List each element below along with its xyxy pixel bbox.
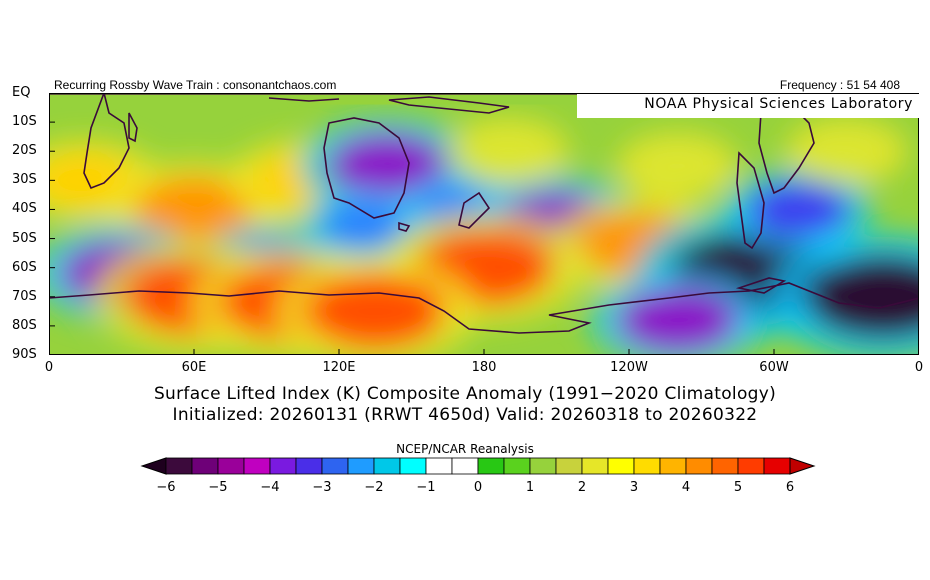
colorbar-swatch — [555, 457, 583, 475]
colorbar-label: 1 — [525, 480, 535, 495]
colorbar-swatch — [659, 457, 687, 475]
colorbar-label: −3 — [312, 480, 332, 495]
colorbar-swatch — [529, 457, 557, 475]
colorbar-swatch — [191, 457, 219, 475]
header-left-text: Recurring Rossby Wave Train : consonantc… — [54, 78, 337, 92]
colorbar-label: −2 — [364, 480, 384, 495]
colorbar-swatch — [763, 457, 791, 475]
colorbar-swatch — [373, 457, 401, 475]
header-frequency-text: Frequency : 51 54 408 — [779, 78, 900, 92]
lon-label: 120W — [610, 360, 648, 375]
lon-label: 0 — [44, 360, 54, 375]
colorbar-swatch — [477, 457, 505, 475]
anomaly-blob — [617, 287, 738, 353]
anomaly-blob — [804, 254, 919, 339]
colorbar-swatch — [295, 457, 323, 475]
lat-label: EQ — [12, 85, 31, 100]
colorbar-label: 4 — [681, 480, 691, 495]
map-subtitle: Initialized: 20260131 (RRWT 4650d) Valid… — [172, 405, 758, 425]
colorbar-swatch — [581, 457, 609, 475]
colorbar-label: −1 — [416, 480, 436, 495]
anomaly-blob — [804, 128, 889, 174]
colorbar-label: 3 — [629, 480, 639, 495]
anomaly-field — [49, 117, 919, 355]
colorbar-label: 6 — [785, 480, 795, 495]
colorbar-swatch — [451, 457, 479, 475]
noaa-lab-label: NOAA Physical Sciences Laboratory — [644, 96, 913, 112]
colorbar-title: NCEP/NCAR Reanalysis — [396, 442, 534, 456]
colorbar-swatch — [711, 457, 739, 475]
map-title: Surface Lifted Index (K) Composite Anoma… — [153, 384, 777, 404]
anomaly-map — [49, 93, 919, 355]
anomaly-blob — [327, 133, 448, 198]
lon-label: 120E — [322, 360, 356, 375]
colorbar-swatch — [503, 457, 531, 475]
colorbar-label: 0 — [473, 480, 483, 495]
lat-label: 50S — [12, 230, 37, 246]
lon-label: 0 — [914, 360, 924, 375]
colorbar — [140, 457, 816, 475]
colorbar-label: −4 — [260, 480, 280, 495]
colorbar-over-arrow — [789, 457, 816, 475]
lat-label: 70S — [12, 288, 37, 304]
anomaly-blob — [321, 201, 405, 247]
anomaly-blob — [134, 177, 254, 242]
colorbar-swatch — [347, 457, 375, 475]
lat-label: 40S — [12, 201, 37, 217]
lat-label: 90S — [12, 347, 37, 362]
colorbar-label: −6 — [156, 480, 176, 495]
colorbar-swatch — [685, 457, 713, 475]
colorbar-swatch — [243, 457, 271, 475]
lon-label: 180 — [471, 360, 497, 375]
colorbar-swatch — [399, 457, 427, 475]
colorbar-label: 2 — [577, 480, 587, 495]
anomaly-blob — [635, 143, 719, 189]
anomaly-blob — [747, 182, 849, 237]
colorbar-swatch — [269, 457, 297, 475]
lat-label: 30S — [12, 172, 37, 188]
colorbar-swatch — [217, 457, 245, 475]
colorbar-swatch — [607, 457, 635, 475]
colorbar-swatch — [425, 457, 453, 475]
noaa-lab-banner: NOAA Physical Sciences Laboratory — [577, 94, 919, 118]
colorbar-under-arrow — [140, 457, 167, 475]
colorbar-label: −5 — [208, 480, 228, 495]
lat-label: 10S — [12, 114, 37, 130]
colorbar-swatch — [737, 457, 765, 475]
lat-label: 20S — [12, 143, 37, 159]
colorbar-label: 5 — [733, 480, 743, 495]
colorbar-swatch — [321, 457, 349, 475]
colorbar-swatch — [633, 457, 661, 475]
anomaly-blob — [466, 128, 550, 174]
lon-label: 60W — [759, 360, 789, 375]
lat-label: 80S — [12, 317, 37, 333]
lon-label: 60E — [181, 360, 207, 375]
lat-label: 60S — [12, 259, 37, 275]
colorbar-swatch — [165, 457, 193, 475]
anomaly-blob — [306, 274, 445, 349]
